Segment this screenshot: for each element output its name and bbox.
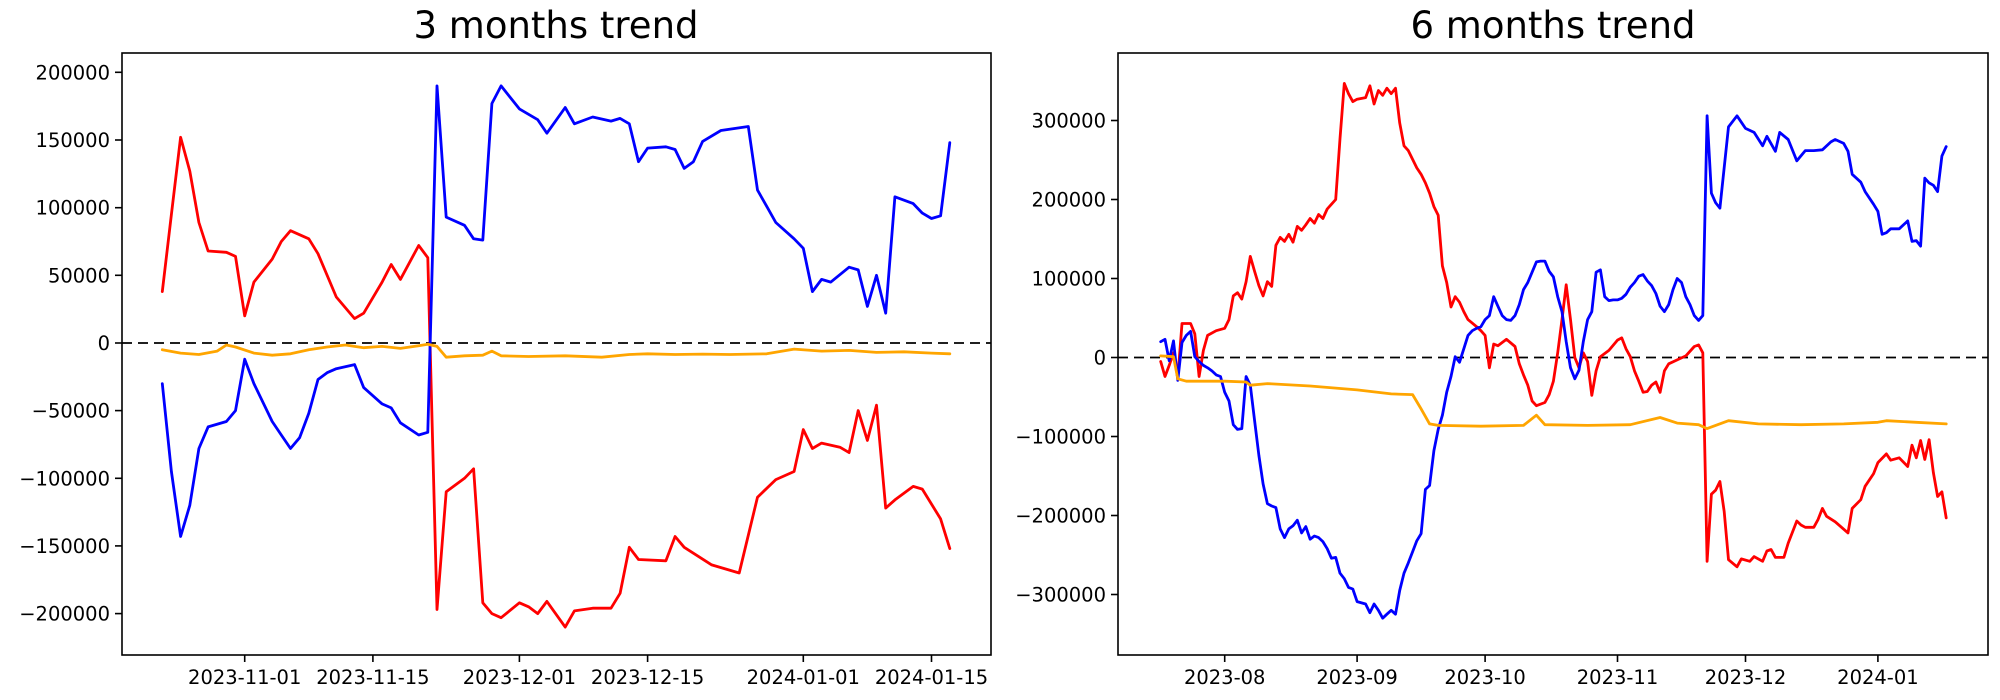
y-tick-label: 100000 [1032, 268, 1106, 291]
x-tick-label: 2023-10 [1444, 666, 1525, 689]
x-tick-label: 2023-12-01 [463, 666, 576, 689]
x-tick-label: 2023-11 [1577, 666, 1658, 689]
x-tick-label: 2023-11-01 [188, 666, 301, 689]
x-tick-label: 2023-09 [1316, 666, 1397, 689]
chart-6-months-trend: 2023-08 2023-09 2023-10 2023-11 2023-12 2024-… [1015, 52, 1989, 689]
x-tick-label: 2023-12-15 [591, 666, 704, 689]
series-blue-line [160, 84, 952, 538]
y-tick-label: 100000 [36, 197, 110, 220]
chart-3-months-trend: 2023-11-01 2023-11-15 2023-12-01 2023-12-15… [19, 52, 992, 689]
y-tick-label: 200000 [1032, 189, 1106, 212]
y-tick-label: −100000 [1015, 426, 1106, 449]
series-orange-line [160, 342, 952, 359]
y-tick-label: −200000 [19, 603, 110, 626]
series-red-line [1159, 82, 1948, 569]
plot-border [121, 52, 992, 656]
x-tick-label: 2024-01-01 [747, 666, 860, 689]
x-tick-label: 2023-12 [1705, 666, 1786, 689]
y-tick-label: −100000 [19, 467, 110, 490]
series-blue-line [1159, 114, 1948, 620]
y-tick-label: −200000 [1015, 505, 1106, 528]
y-tick-label: −300000 [1015, 584, 1106, 607]
chart-title-3-months-trend: 3 months trend [413, 4, 699, 47]
x-tick-label: 2024-01 [1837, 666, 1918, 689]
y-tick-label: 50000 [48, 264, 110, 287]
y-tick-label: 200000 [36, 61, 110, 84]
y-tick-label: −150000 [19, 535, 110, 558]
x-tick-label: 2023-08 [1184, 666, 1265, 689]
plot-border [1117, 52, 1989, 656]
chart-title-6-months-trend: 6 months trend [1410, 4, 1696, 47]
y-tick-label: 300000 [1032, 110, 1106, 133]
series-red-line [160, 135, 952, 629]
y-tick-label: 0 [1094, 347, 1106, 370]
x-tick-label: 2024-01-15 [875, 666, 988, 689]
series-orange-line [1159, 354, 1948, 431]
y-tick-label: 150000 [36, 129, 110, 152]
y-tick-label: −50000 [32, 400, 110, 423]
y-tick-label: 0 [98, 332, 110, 355]
x-tick-label: 2023-11-15 [316, 666, 429, 689]
